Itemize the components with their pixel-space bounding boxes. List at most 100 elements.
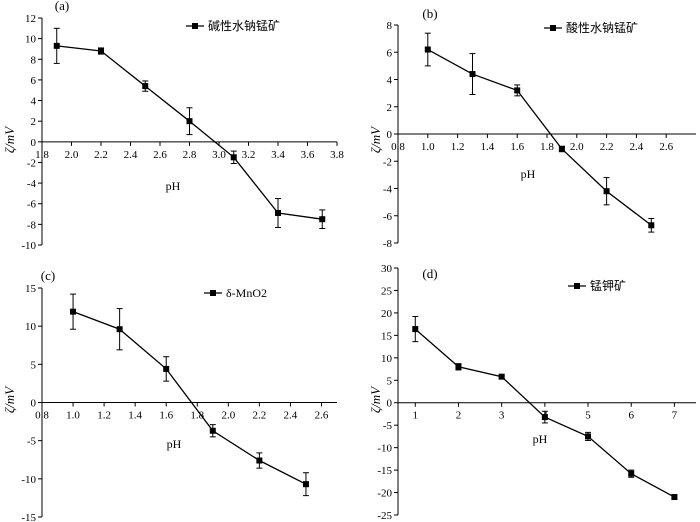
data-point <box>671 494 678 501</box>
y-tick-label: -2 <box>383 156 392 168</box>
panel-d: -25-20-15-10-50510152025301234567(d)锰钾矿p… <box>368 263 696 522</box>
y-tick-label: -25 <box>377 510 392 522</box>
y-tick-label: 2 <box>387 102 393 114</box>
data-point <box>541 414 548 421</box>
y-tick-label: -8 <box>27 219 37 231</box>
x-tick-label: 3 <box>499 410 505 422</box>
legend-marker <box>210 290 216 296</box>
data-point <box>116 326 123 333</box>
x-tick-label: 1.0 <box>66 410 80 422</box>
legend-label: 酸性水钠锰矿 <box>566 20 638 35</box>
legend-label: δ-MnO2 <box>226 286 267 300</box>
data-point <box>628 470 635 477</box>
data-point <box>648 222 655 229</box>
y-tick-label: -4 <box>383 184 393 196</box>
x-tick-label: 2.4 <box>630 141 644 153</box>
y-tick-label: 8 <box>31 54 37 66</box>
data-point <box>302 481 309 488</box>
x-tick-label: 2.0 <box>570 141 584 153</box>
x-tick-label: 0.8 <box>35 410 49 422</box>
data-point <box>70 308 77 315</box>
panel-label: (b) <box>422 6 437 21</box>
x-tick-label: 1.2 <box>451 141 465 153</box>
x-tick-label: 1 <box>413 410 419 422</box>
y-tick-label: 2 <box>31 116 37 128</box>
x-tick-label: 2.8 <box>183 149 197 161</box>
x-tick-label: 1.0 <box>421 141 435 153</box>
y-tick-label: -6 <box>27 199 37 211</box>
y-tick-label: 10 <box>381 353 393 365</box>
data-point <box>163 365 170 372</box>
y-axis-label: ζ/mV <box>368 125 383 153</box>
x-axis-label: pH <box>166 179 181 193</box>
data-point <box>469 71 476 78</box>
y-tick-label: 10 <box>25 321 37 333</box>
y-tick-label: 0 <box>387 129 393 141</box>
x-tick-label: 2.6 <box>315 410 329 422</box>
x-tick-label: 1.4 <box>128 410 142 422</box>
y-axis-label: ζ/mV <box>368 385 383 413</box>
legend-marker <box>192 23 198 29</box>
data-point <box>319 216 326 223</box>
x-tick-label: 2.6 <box>659 141 673 153</box>
x-tick-label: 0.8 <box>391 141 405 153</box>
x-tick-label: 5 <box>585 410 591 422</box>
y-tick-label: -5 <box>383 420 393 432</box>
y-tick-label: -4 <box>27 178 37 190</box>
data-point <box>412 326 419 333</box>
x-tick-label: 2.2 <box>600 141 614 153</box>
x-tick-label: 2.6 <box>153 149 167 161</box>
y-tick-label: 0 <box>387 398 393 410</box>
data-point <box>256 457 263 464</box>
data-point <box>514 87 521 94</box>
x-tick-label: 2.2 <box>94 149 108 161</box>
panel-c: -15 -10 -5 0 5 10 15 0.8 1.0 1.2 1.4 1.6 1.8 2.0 2.2 2.… <box>2 268 337 522</box>
y-tick-label: -8 <box>383 238 393 250</box>
x-tick-label: 1.6 <box>510 141 524 153</box>
y-tick-label: 0 <box>31 137 37 149</box>
series-line <box>72 311 307 485</box>
y-tick-label: 30 <box>381 263 393 275</box>
panel-label: (c) <box>41 268 55 283</box>
x-tick-label: 3.6 <box>301 149 315 161</box>
x-tick-label: 3.4 <box>271 149 285 161</box>
y-tick-label: 6 <box>31 75 37 87</box>
y-tick-label: 25 <box>381 285 393 297</box>
data-point <box>498 373 505 380</box>
y-tick-label: 15 <box>25 283 37 295</box>
y-tick-label: -10 <box>377 443 392 455</box>
y-tick-label: 5 <box>31 359 37 371</box>
y-axis-label: ζ/mV <box>2 385 17 413</box>
x-tick-label: 1.8 <box>35 149 49 161</box>
y-tick-label: -2 <box>27 157 36 169</box>
y-tick-label: -15 <box>377 465 392 477</box>
x-tick-label: 6 <box>628 410 634 422</box>
y-tick-label: 4 <box>31 96 37 108</box>
panel-label: (a) <box>55 0 69 13</box>
x-axis-label: pH <box>533 432 548 446</box>
x-tick-label: 2.0 <box>221 410 235 422</box>
legend-label: 碱性水钠锰矿 <box>208 18 280 33</box>
x-tick-label: 1.6 <box>159 410 173 422</box>
y-tick-label: 15 <box>381 330 393 342</box>
y-tick-label: 20 <box>381 308 393 320</box>
y-tick-label: -20 <box>377 488 392 500</box>
y-tick-label: 5 <box>387 375 393 387</box>
y-tick-label: -10 <box>21 474 36 486</box>
x-tick-label: 7 <box>672 410 678 422</box>
y-tick-label: -6 <box>383 211 393 223</box>
x-tick-label: 1.8 <box>190 410 204 422</box>
data-point <box>455 363 462 370</box>
x-axis-label: pH <box>167 437 182 451</box>
x-tick-label: 2.4 <box>284 410 298 422</box>
data-point <box>558 145 565 152</box>
y-tick-label: -10 <box>21 240 36 252</box>
y-tick-label: 4 <box>387 75 393 87</box>
data-point <box>603 188 610 195</box>
x-tick-label: 2.0 <box>65 149 79 161</box>
y-tick-label: 8 <box>387 20 393 32</box>
legend-label: 锰钾矿 <box>590 278 626 293</box>
data-point <box>98 48 104 55</box>
data-point <box>53 42 60 49</box>
x-tick-label: 2.2 <box>252 410 266 422</box>
